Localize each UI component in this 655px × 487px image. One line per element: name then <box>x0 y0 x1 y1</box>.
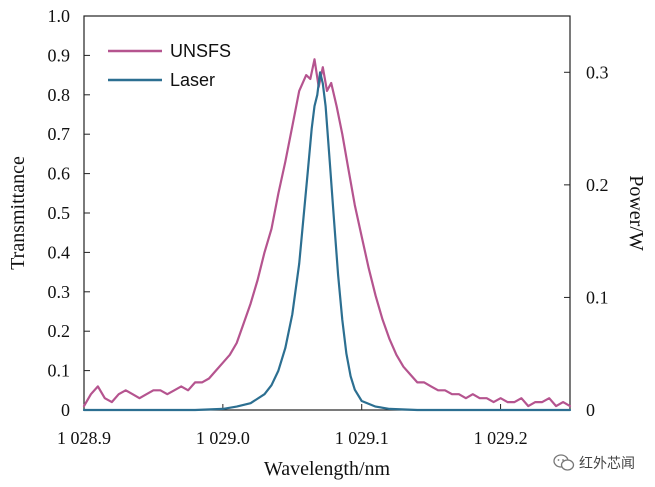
x-tick-label: 1 029.0 <box>196 428 250 448</box>
x-tick-label: 1 029.1 <box>335 428 389 448</box>
y-tick-label: 1.0 <box>48 6 71 26</box>
plot-frame <box>83 15 571 411</box>
y-tick-label: 0.7 <box>48 124 71 144</box>
y-tick-label: 0.5 <box>48 203 71 223</box>
y2-tick-label: 0.1 <box>586 287 609 307</box>
series-line-laser <box>82 71 572 412</box>
y-axis-right-ticks: 0 0.1 0.2 0.3 <box>564 62 609 420</box>
x-axis-ticks: 1 028.9 1 029.0 1 029.1 1 029.2 <box>57 404 528 448</box>
legend-label-unsfs: UNSFS <box>170 41 231 61</box>
x-tick-label: 1 028.9 <box>57 428 111 448</box>
series-line-unsfs <box>82 58 572 408</box>
y2-tick-label: 0.3 <box>586 62 609 82</box>
y-tick-label: 0 <box>61 400 70 420</box>
y2-tick-label: 0 <box>586 400 595 420</box>
legend: UNSFS Laser <box>108 41 231 90</box>
y-axis-right-title: Power/W <box>625 175 647 251</box>
y-axis-left-ticks: 0 0.1 0.2 0.3 0.4 0.5 0.6 0.7 0.8 0.9 1.0 <box>48 6 90 420</box>
y-tick-label: 0.3 <box>48 282 71 302</box>
y-tick-label: 0.8 <box>48 85 71 105</box>
wechat-icon <box>553 454 575 471</box>
x-axis-title: Wavelength/nm <box>264 458 391 480</box>
watermark-text: 红外芯闻 <box>579 456 635 472</box>
y-tick-label: 0.9 <box>48 45 71 65</box>
watermark: 红外芯闻 <box>553 453 635 473</box>
y-tick-label: 0.6 <box>48 164 71 184</box>
x-tick-label: 1 029.2 <box>474 428 528 448</box>
y-tick-label: 0.1 <box>48 361 71 381</box>
y-tick-label: 0.2 <box>48 321 71 341</box>
legend-label-laser: Laser <box>170 70 215 90</box>
y-tick-label: 0.4 <box>48 242 71 262</box>
series-lines <box>82 58 572 412</box>
y2-tick-label: 0.2 <box>586 175 609 195</box>
y-axis-left-title: Transmittance <box>7 156 29 270</box>
